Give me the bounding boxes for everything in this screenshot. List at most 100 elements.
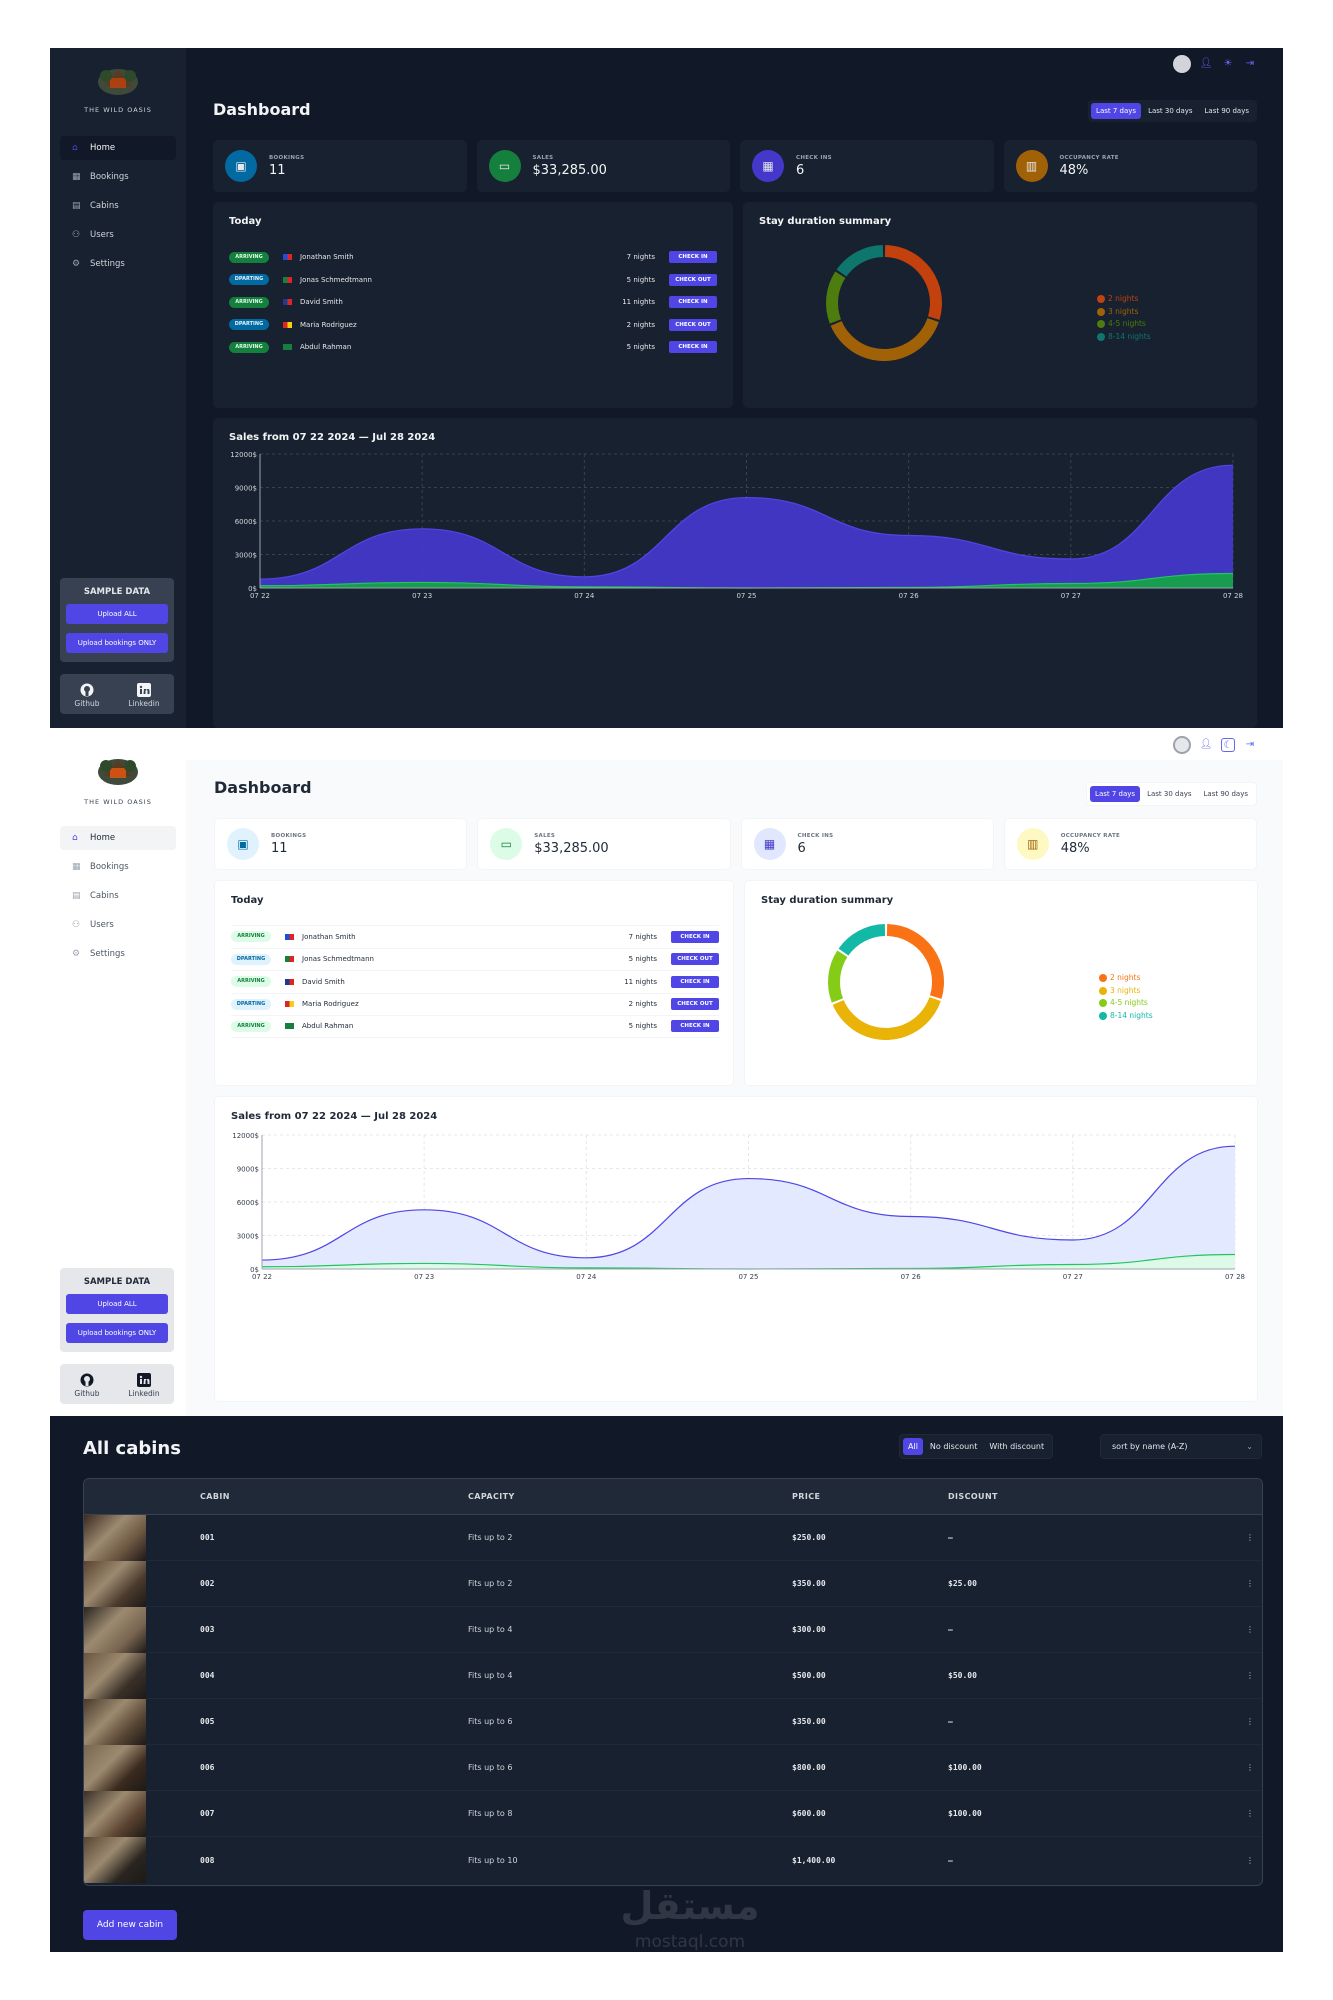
filter-last-90-days[interactable]: Last 90 days [1204,107,1249,115]
cabin-image [84,1837,146,1883]
table-row[interactable]: 006 Fits up to 6 $800.00 $100.00 ⋮ [84,1745,1262,1791]
guest-name: Abdul Rahman [302,1022,354,1031]
user-icon[interactable]: 👤︎ [1199,58,1213,69]
filter-last-7-days[interactable]: Last 7 days [1090,786,1141,802]
filter-last-90-days[interactable]: Last 90 days [1203,790,1248,798]
avatar[interactable] [1173,55,1191,73]
more-menu-icon[interactable]: ⋮ [1246,1579,1254,1588]
main-area: Dashboard Last 7 days Last 30 days Last 90… [186,80,1283,728]
users-icon: ⚇ [72,230,81,240]
check-out-button[interactable]: CHECK OUT [669,318,717,331]
filter-no-discount[interactable]: No discount [929,1442,978,1451]
sidebar-item-bookings[interactable]: ▦ Bookings [60,855,176,879]
more-menu-icon[interactable]: ⋮ [1246,1717,1254,1726]
flag-icon [283,321,292,328]
legend-dot [1099,1011,1107,1020]
github-label: Github [74,698,100,708]
check-in-button[interactable]: CHECK IN [669,251,717,264]
status-badge: DPARTING [229,274,269,286]
check-in-button[interactable]: CHECK IN [669,296,717,309]
sidebar-item-home[interactable]: ⌂ Home [60,136,176,160]
brand-name: THE WILD OASIS [84,798,152,806]
table-row[interactable]: 004 Fits up to 4 $500.00 $50.00 ⋮ [84,1653,1262,1699]
sun-icon[interactable]: ☀ [1223,58,1233,69]
sidebar-item-label: Users [90,920,114,930]
logout-icon[interactable]: ⇥ [1245,739,1255,750]
status-badge: ARRIVING [231,1020,271,1032]
duration-card: Stay duration summary 2 nights 3 nights 4-… [744,880,1258,1086]
upload-all-button[interactable]: Upload ALL [66,604,168,624]
more-menu-icon[interactable]: ⋮ [1246,1625,1254,1634]
area-series-1 [260,573,1233,588]
more-menu-icon[interactable]: ⋮ [1246,1671,1254,1680]
sidebar-item-label: Settings [90,949,125,959]
table-row[interactable]: 005 Fits up to 6 $350.00 — ⋮ [84,1699,1262,1745]
today-card: Today ARRIVING Jonathan Smith 7 nights CHEC… [213,202,733,408]
table-row[interactable]: 001 Fits up to 2 $250.00 — ⋮ [84,1515,1262,1561]
legend-item: 2 nights [1097,293,1151,306]
table-row[interactable]: 002 Fits up to 2 $350.00 $25.00 ⋮ [84,1561,1262,1607]
sidebar-item-cabins[interactable]: ▤ Cabins [60,884,176,908]
sidebar-item-settings[interactable]: ⚙ Settings [60,252,176,276]
check-in-button[interactable]: CHECK IN [669,341,717,354]
sample-data-title: SAMPLE DATA [83,587,151,597]
cabin-image [84,1515,146,1561]
check-out-button[interactable]: CHECK OUT [669,273,717,286]
sidebar-item-users[interactable]: ⚇ Users [60,223,176,247]
area-series-1 [262,1254,1235,1269]
table-row[interactable]: 008 Fits up to 10 $1,400.00 — ⋮ [84,1837,1262,1883]
sidebar-item-bookings[interactable]: ▦ Bookings [60,165,176,189]
moon-icon[interactable]: ☾ [1221,738,1235,752]
legend-dot [1099,999,1107,1008]
header-icons: 👤︎ ☾ ⇥ [1173,736,1257,754]
sidebar-item-home[interactable]: ⌂ Home [60,826,176,850]
add-cabin-button[interactable]: Add new cabin [83,1910,177,1940]
logout-icon[interactable]: ⇥ [1245,58,1255,69]
filter-last-30-days[interactable]: Last 30 days [1148,107,1193,115]
stat-value: $33,285.00 [534,840,609,856]
sort-select[interactable]: sort by name (A-Z) ⌄ [1100,1434,1262,1459]
github-link[interactable]: Github [74,683,100,708]
sidebar-item-cabins[interactable]: ▤ Cabins [60,194,176,218]
calendar-days-icon: ▦ [752,150,784,182]
filter-last-30-days[interactable]: Last 30 days [1147,790,1192,798]
check-in-button[interactable]: CHECK IN [671,930,719,943]
upload-bookings-button[interactable]: Upload bookings ONLY [66,633,168,653]
cabin-discount: $100.00 [948,1763,982,1772]
sidebar-item-settings[interactable]: ⚙ Settings [60,942,176,966]
table-row[interactable]: 003 Fits up to 4 $300.00 — ⋮ [84,1607,1262,1653]
filter-all[interactable]: All [903,1438,923,1455]
cabins-page: All cabins All No discount With discount s… [50,1416,1283,1952]
list-item: DPARTING Maria Rodriguez 2 nights CHECK OUT [229,314,717,337]
cabin-name: 001 [200,1533,215,1542]
table-row[interactable]: 007 Fits up to 8 $600.00 $100.00 ⋮ [84,1791,1262,1837]
linkedin-link[interactable]: Linkedin [128,682,160,708]
logo [98,69,138,95]
cabin-image [84,1653,146,1699]
main-area: Dashboard Last 7 days Last 30 days Last 90… [186,760,1283,1416]
filter-last-7-days[interactable]: Last 7 days [1091,103,1142,119]
calendar-icon: ▦ [72,862,81,872]
user-icon[interactable]: 👤︎ [1199,739,1213,750]
sidebar-item-users[interactable]: ⚇ Users [60,913,176,937]
stat-value: 11 [271,840,288,856]
check-out-button[interactable]: CHECK OUT [671,998,719,1011]
more-menu-icon[interactable]: ⋮ [1246,1533,1254,1542]
cabin-image [84,1561,146,1607]
stat-text: CHECK INS 6 [796,155,832,178]
check-in-button[interactable]: CHECK IN [671,975,719,988]
nights: 11 nights [622,298,655,307]
check-in-button[interactable]: CHECK IN [671,1020,719,1033]
upload-all-button[interactable]: Upload ALL [66,1294,168,1314]
upload-bookings-button[interactable]: Upload bookings ONLY [66,1323,168,1343]
more-menu-icon[interactable]: ⋮ [1246,1809,1254,1818]
github-link[interactable]: Github [74,1373,100,1398]
avatar[interactable] [1173,736,1191,754]
check-out-button[interactable]: CHECK OUT [671,953,719,966]
more-menu-icon[interactable]: ⋮ [1246,1763,1254,1772]
linkedin-link[interactable]: Linkedin [128,1372,160,1398]
more-menu-icon[interactable]: ⋮ [1246,1855,1254,1865]
x-tick-label: 07 28 [1223,592,1243,600]
filter-with-discount[interactable]: With discount [989,1442,1045,1451]
stat-label: SALES [532,154,554,161]
